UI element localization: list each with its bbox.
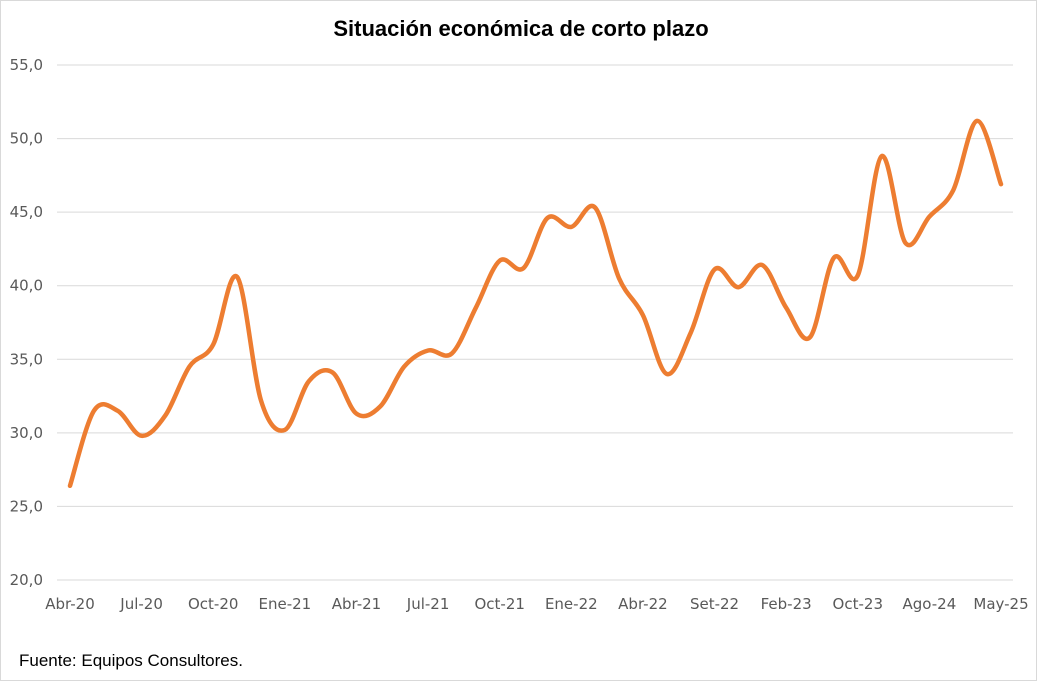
data-point [330, 370, 335, 375]
data-point [354, 411, 359, 416]
series-layer [67, 118, 1004, 489]
gridlines [57, 64, 1013, 581]
data-point [282, 427, 287, 432]
x-tick-label: Ene-21 [258, 595, 311, 613]
data-point [688, 330, 693, 335]
x-tick-label: Oct-21 [474, 595, 524, 613]
data-point [497, 258, 502, 263]
x-tick-label: Abr-22 [618, 595, 668, 613]
data-point [306, 379, 311, 384]
data-point [91, 408, 96, 413]
y-tick-label: 30,0 [10, 424, 43, 442]
data-point [831, 255, 836, 260]
data-point [975, 118, 980, 123]
x-tick-label: Oct-20 [188, 595, 238, 613]
data-point [712, 267, 717, 272]
data-point [640, 313, 645, 318]
data-point [855, 273, 860, 278]
data-point [211, 342, 216, 347]
data-point [115, 408, 120, 413]
data-point [402, 364, 407, 369]
x-tick-label: Ene-22 [545, 595, 598, 613]
data-point [760, 263, 765, 268]
data-point [593, 205, 598, 210]
y-tick-label: 45,0 [10, 203, 43, 221]
data-point [951, 188, 956, 193]
data-point [784, 305, 789, 310]
data-point [903, 241, 908, 246]
y-tick-label: 50,0 [10, 130, 43, 148]
data-point [927, 214, 932, 219]
y-tick-label: 25,0 [10, 497, 43, 515]
data-point [426, 348, 431, 353]
x-tick-label: May-25 [973, 595, 1028, 613]
y-tick-label: 55,0 [10, 56, 43, 74]
data-point [664, 372, 669, 377]
data-point [163, 413, 168, 418]
y-axis-ticks: 20,0 25,0 30,0 35,0 40,0 45,0 50,0 55,0 [10, 56, 43, 589]
data-point [545, 216, 550, 221]
chart-title: Situación económica de corto plazo [333, 16, 708, 41]
x-tick-label: Jul-20 [119, 595, 163, 613]
x-tick-label: Set-22 [690, 595, 739, 613]
data-point [258, 398, 263, 403]
y-tick-label: 20,0 [10, 571, 43, 589]
data-point [187, 364, 192, 369]
x-tick-label: Feb-23 [761, 595, 812, 613]
data-point [617, 276, 622, 281]
y-tick-label: 40,0 [10, 277, 43, 295]
data-point [879, 154, 884, 159]
y-tick-label: 35,0 [10, 350, 43, 368]
x-axis-ticks: Abr-20 Jul-20 Oct-20 Ene-21 Abr-21 Jul-21 Oct-… [45, 595, 1028, 613]
x-tick-label: Jul-21 [406, 595, 450, 613]
series-line [67, 118, 1004, 489]
data-point [139, 433, 144, 438]
source-note: Fuente: Equipos Consultores. [19, 651, 243, 670]
data-point [736, 285, 741, 290]
data-point [68, 483, 73, 488]
x-tick-label: Oct-23 [833, 595, 883, 613]
data-point [999, 182, 1004, 187]
data-point [521, 266, 526, 271]
x-tick-label: Abr-20 [45, 595, 95, 613]
data-point [569, 224, 574, 229]
x-tick-label: Ago-24 [903, 595, 957, 613]
data-point [378, 404, 383, 409]
data-point [449, 351, 454, 356]
data-point [235, 274, 240, 279]
x-tick-label: Abr-21 [332, 595, 382, 613]
data-point [808, 335, 813, 340]
data-point [473, 305, 478, 310]
